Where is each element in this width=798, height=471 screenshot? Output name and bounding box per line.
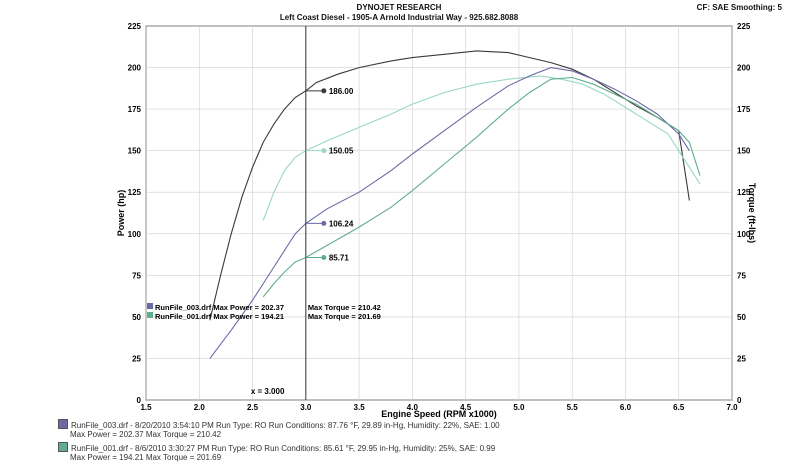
cursor-label: x = 3.000 — [251, 387, 285, 396]
y-left-tick-label: 100 — [128, 230, 142, 239]
x-tick-label: 5.0 — [513, 403, 525, 412]
inline-legend: RunFile_003.drf Max Power = 202.37 Max To… — [147, 303, 381, 321]
y-left-tick-label: 25 — [132, 354, 141, 363]
legend-item-run001: RunFile_001.drf - 8/6/2010 3:30:27 PM Ru… — [58, 442, 500, 462]
inline-legend-power: RunFile_003.drf Max Power = 202.37 — [155, 303, 284, 312]
x-axis-ticks: 1.5 2.0 2.5 3.0 3.5 4.0 4.5 5.0 5.5 6.0 6.5 7.0 — [140, 403, 738, 412]
series-lines — [209, 50, 701, 359]
y-left-tick-label: 150 — [128, 147, 142, 156]
run-legend: RunFile_003.drf - 8/20/2010 3:54:10 PM R… — [58, 419, 500, 462]
y-right-tick-label: 175 — [737, 105, 751, 114]
series-line-run003_torque — [209, 50, 690, 321]
inline-legend-swatch — [147, 303, 153, 309]
cursor-value-label: 106.24 — [329, 219, 354, 228]
series-line-run001_power — [262, 76, 701, 298]
x-tick-label: 4.0 — [407, 403, 419, 412]
cursor-value-dot — [321, 148, 327, 154]
x-tick-label: 1.5 — [140, 403, 152, 412]
cursor-value-label: 85.71 — [329, 254, 350, 263]
y-right-tick-label: 75 — [737, 271, 746, 280]
y-left-tick-label: 75 — [132, 271, 141, 280]
y-right-tick-label: 50 — [737, 313, 746, 322]
y-axis-right-ticks: 0 25 50 75 100 125 150 175 200 225 — [737, 22, 751, 405]
x-axis-label: Engine Speed (RPM x1000) — [381, 409, 497, 419]
series-line-run001_torque — [262, 75, 701, 221]
y-right-tick-label: 100 — [737, 230, 751, 239]
y-right-tick-label: 125 — [737, 188, 751, 197]
cursor: x = 3.000 — [251, 26, 307, 400]
y-left-tick-label: 125 — [128, 188, 142, 197]
inline-legend-torque: Max Torque = 210.42 — [308, 303, 381, 312]
y-right-tick-label: 225 — [737, 22, 751, 31]
y-right-tick-label: 150 — [737, 147, 751, 156]
y-left-tick-label: 225 — [128, 22, 142, 31]
y-left-tick-label: 0 — [137, 396, 142, 405]
x-tick-label: 3.5 — [354, 403, 366, 412]
cursor-value-dot — [321, 220, 327, 226]
y-left-tick-label: 50 — [132, 313, 141, 322]
inline-legend-swatch — [147, 312, 153, 318]
y-axis-right-label: Torque (ft-lbs) — [747, 183, 757, 243]
inline-legend-torque: Max Torque = 201.69 — [308, 312, 381, 321]
plot-area — [145, 25, 733, 401]
legend-item-run003: RunFile_003.drf - 8/20/2010 3:54:10 PM R… — [58, 419, 500, 439]
y-axis-left-label: Power (hp) — [116, 190, 126, 237]
cursor-value-dot — [321, 88, 327, 94]
x-tick-label: 7.0 — [726, 403, 738, 412]
y-right-tick-label: 25 — [737, 354, 746, 363]
settings-label: CF: SAE Smoothing: 5 — [696, 3, 782, 12]
y-left-tick-label: 175 — [128, 105, 142, 114]
legend-run001-line2: Max Power = 194.21 Max Torque = 201.69 — [70, 453, 222, 462]
x-tick-label: 2.5 — [247, 403, 259, 412]
x-tick-label: 6.5 — [673, 403, 685, 412]
cursor-value-label: 150.05 — [329, 147, 354, 156]
grid — [145, 25, 733, 401]
x-tick-label: 2.0 — [194, 403, 206, 412]
y-right-tick-label: 200 — [737, 64, 751, 73]
x-tick-label: 6.0 — [620, 403, 632, 412]
chart-title: DYNOJET RESEARCH — [356, 3, 442, 12]
x-tick-label: 5.5 — [567, 403, 579, 412]
legend-run003-line2: Max Power = 202.37 Max Torque = 210.42 — [70, 430, 222, 439]
y-right-tick-label: 0 — [737, 396, 742, 405]
y-axis-left-ticks: 0 25 50 75 100 125 150 175 200 225 — [128, 22, 142, 405]
cursor-value-dot — [321, 255, 327, 261]
legend-swatch-run003 — [58, 419, 68, 429]
cursor-markers: 186.00 150.05 106.24 85.71 — [305, 87, 354, 263]
inline-legend-power: RunFile_001.drf Max Power = 194.21 — [155, 312, 284, 321]
chart-subtitle: Left Coast Diesel - 1905-A Arnold Indust… — [279, 13, 519, 22]
x-tick-label: 3.0 — [300, 403, 312, 412]
series-line-run003_power — [209, 67, 690, 359]
cursor-value-label: 186.00 — [329, 87, 354, 96]
legend-swatch-run001 — [58, 442, 68, 452]
legend-run003-line1: RunFile_003.drf - 8/20/2010 3:54:10 PM R… — [71, 421, 500, 430]
legend-run001-line1: RunFile_001.drf - 8/6/2010 3:30:27 PM Ru… — [71, 444, 496, 453]
x-tick-label: 4.5 — [460, 403, 472, 412]
y-left-tick-label: 200 — [128, 64, 142, 73]
